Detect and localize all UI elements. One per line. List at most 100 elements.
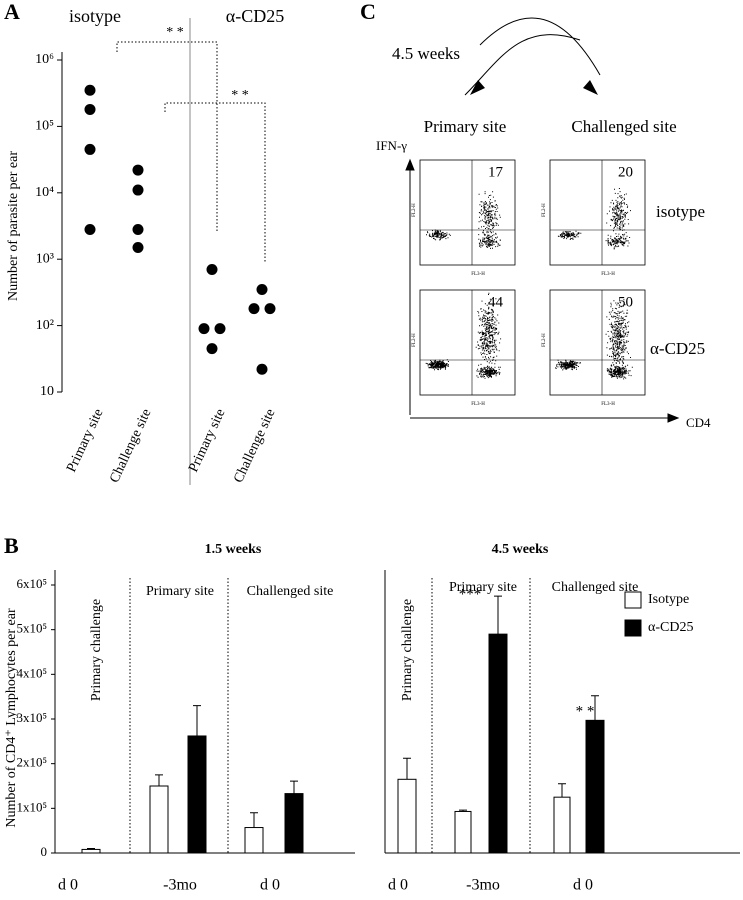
error-bar	[403, 757, 411, 780]
bar	[397, 778, 417, 854]
x-tick-label: d 0	[58, 877, 78, 894]
data-point	[256, 363, 268, 375]
flow-plot	[549, 159, 646, 266]
error-bar	[558, 783, 566, 798]
x-tick-label: d 0	[260, 877, 280, 894]
y-tick-label: 0	[41, 844, 48, 859]
bar	[244, 827, 264, 854]
flow-events	[557, 188, 631, 250]
bar	[488, 633, 508, 854]
data-point	[198, 323, 210, 335]
error-bar	[494, 595, 502, 635]
legend-swatch	[624, 619, 642, 637]
y-tick-label: 10⁴	[35, 185, 54, 200]
bar	[284, 793, 304, 854]
data-point	[248, 303, 260, 315]
quadrant-percent: 20	[618, 164, 633, 180]
x-tick-label: Primary site	[186, 407, 228, 475]
y-tick-label: 4x10⁵	[16, 665, 47, 680]
plot-axis-label: FL3-H	[471, 272, 485, 277]
y-tick-label: 5x10⁵	[16, 621, 47, 636]
column-label: Primary site	[424, 117, 507, 136]
data-point	[84, 224, 96, 236]
bar	[454, 810, 472, 854]
y-axis-title: Number of CD4⁺ Lymphocytes per ear	[4, 608, 19, 828]
section-label: Primary challenge	[89, 599, 104, 701]
x-tick-label: -3mo	[163, 877, 197, 894]
y-tick-label: 10³	[36, 251, 54, 266]
panel-letter: B	[4, 533, 19, 558]
plot-axis-label: FL3-H	[471, 402, 485, 407]
x-tick-label: d 0	[573, 877, 593, 894]
y-tick-label: 10⁵	[35, 119, 54, 134]
error-bar	[459, 809, 467, 812]
quadrant-percent: 17	[488, 164, 504, 180]
flow-events	[426, 191, 501, 249]
plot-axis-label: FL3-H	[601, 402, 615, 407]
legend-label: α-CD25	[648, 620, 693, 635]
data-point	[206, 263, 218, 275]
data-point	[84, 84, 96, 96]
bar	[553, 796, 571, 854]
time-label: 4.5 weeks	[392, 44, 460, 63]
curve-arrow	[464, 17, 601, 96]
y-tick-label: 1x10⁵	[16, 799, 47, 814]
significance: * *	[231, 88, 249, 103]
axis-arrow	[405, 158, 680, 423]
y-tick-label: 10	[40, 384, 54, 399]
data-point	[132, 164, 144, 176]
chart-title: 4.5 weeks	[492, 542, 549, 557]
significance: * *	[576, 703, 595, 719]
plot-axis-label: FL2-H	[412, 333, 417, 347]
panel-letter: C	[360, 0, 376, 24]
data-point	[206, 343, 218, 355]
section-label: Primary challenge	[400, 599, 415, 701]
x-tick-label: Challenge site	[107, 407, 154, 486]
x-tick-label: Primary site	[64, 407, 106, 475]
section-label: Challenged site	[247, 584, 334, 599]
group-label: α-CD25	[226, 6, 284, 26]
plot-axis-label: FL2-H	[542, 333, 547, 347]
axis-label: IFN-γ	[376, 138, 407, 153]
row-label: α-CD25	[650, 339, 705, 358]
bar	[149, 785, 169, 854]
axis-label: CD4	[686, 415, 711, 430]
row-label: isotype	[656, 202, 705, 221]
data-point	[132, 184, 144, 196]
data-point	[132, 242, 144, 254]
quadrant-percent: 44	[488, 294, 504, 310]
plot-axis-label: FL2-H	[542, 203, 547, 217]
x-tick-label: d 0	[388, 877, 408, 894]
panel-letter: A	[4, 0, 20, 24]
legend-label: Isotype	[648, 592, 689, 607]
error-bar	[155, 774, 163, 786]
data-point	[256, 283, 268, 295]
y-tick-label: 6x10⁵	[16, 576, 47, 591]
error-bar	[250, 812, 258, 828]
data-point	[132, 224, 144, 236]
y-tick-label: 3x10⁵	[16, 710, 47, 725]
flow-events	[425, 292, 502, 379]
y-tick-label: 2x10⁵	[16, 755, 47, 770]
y-tick-label: 10⁶	[35, 52, 54, 67]
data-point	[84, 103, 96, 115]
error-bar	[87, 848, 95, 850]
significance: ***	[459, 586, 482, 602]
significance: * *	[166, 25, 184, 40]
data-point	[214, 323, 226, 335]
section-label: Challenged site	[552, 580, 639, 595]
data-point	[264, 303, 276, 315]
bar	[81, 848, 101, 854]
flow-events	[555, 299, 633, 380]
group-label: isotype	[69, 6, 121, 26]
plot-axis-label: FL2-H	[412, 203, 417, 217]
column-label: Challenged site	[571, 117, 676, 136]
plot-axis-label: FL3-H	[601, 272, 615, 277]
error-bar	[193, 705, 201, 736]
flow-plot	[419, 159, 516, 266]
bracket	[164, 102, 266, 262]
section-label: Primary site	[146, 584, 214, 599]
quadrant-percent: 50	[618, 294, 633, 310]
data-point	[84, 143, 96, 155]
